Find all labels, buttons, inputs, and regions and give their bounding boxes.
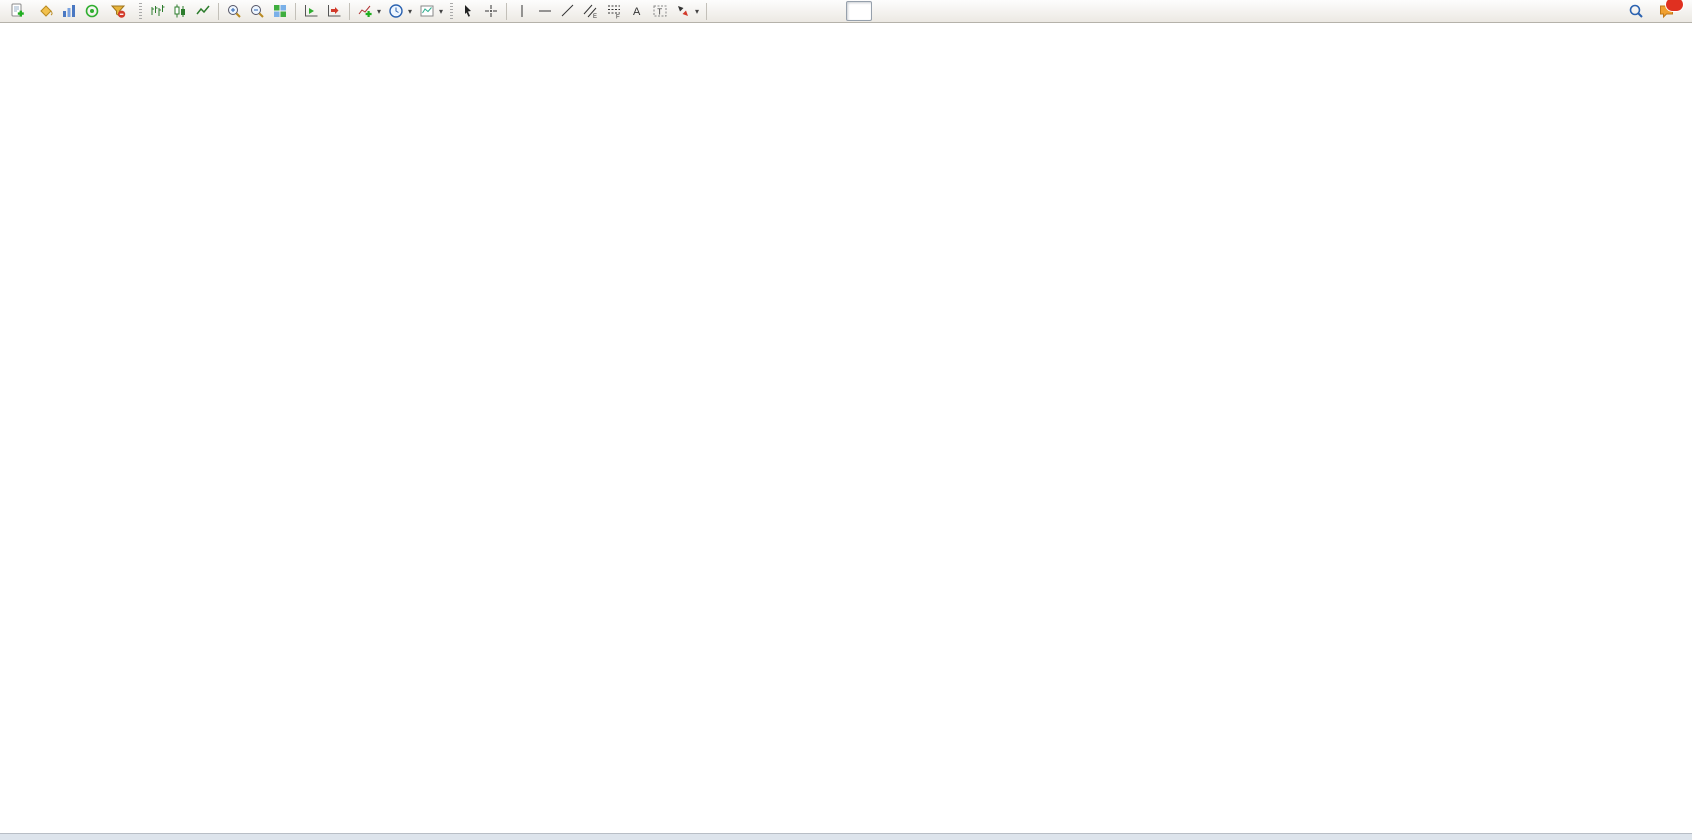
chart-window	[0, 23, 1692, 839]
svg-text:E: E	[593, 14, 597, 19]
timeframe-h1-button[interactable]	[819, 1, 845, 21]
cursor-icon	[465, 5, 472, 17]
zoom-out-icon	[251, 5, 264, 18]
notification-badge	[1665, 0, 1684, 12]
line-chart-icon	[196, 5, 210, 15]
candlestick-chart-button[interactable]	[169, 1, 191, 21]
search-button[interactable]	[1625, 1, 1647, 21]
main-toolbar: ▾ ▾ ▾ E F A T ▾	[0, 0, 1692, 23]
chart-shift-icon	[328, 5, 341, 17]
tile-windows-icon	[274, 5, 286, 17]
template-icon	[420, 5, 434, 17]
toolbar-separator	[506, 2, 508, 20]
svg-text:T: T	[657, 8, 662, 17]
timeframe-m1-button[interactable]	[711, 1, 737, 21]
chart-bars-icon	[63, 5, 75, 17]
bar-chart-button[interactable]	[146, 1, 168, 21]
horizontal-line-tool-button[interactable]	[534, 1, 556, 21]
chevron-down-icon: ▾	[439, 6, 444, 16]
zoom-in-icon	[228, 5, 241, 18]
toolbar-grip[interactable]	[450, 3, 454, 19]
signals-button[interactable]	[81, 1, 103, 21]
text-label-tool-button[interactable]: T	[649, 1, 671, 21]
fibonacci-icon: F	[608, 5, 621, 20]
toolbar-separator	[218, 2, 219, 20]
line-chart-button[interactable]	[192, 1, 214, 21]
zoom-out-button[interactable]	[246, 1, 268, 21]
status-strip	[0, 833, 1692, 840]
candlestick-icon	[174, 4, 185, 18]
equidistant-channel-icon: E	[583, 4, 597, 19]
add-indicator-icon	[358, 5, 372, 17]
timeframe-h4-button[interactable]	[846, 1, 873, 21]
toolbar-right-group	[1625, 0, 1692, 21]
text-label-icon: T	[653, 5, 667, 17]
auto-scroll-icon	[305, 5, 318, 17]
trendline-tool-button[interactable]	[557, 1, 579, 21]
fibonacci-tool-button[interactable]: F	[603, 1, 625, 21]
vertical-line-icon	[521, 5, 523, 17]
new-order-icon	[11, 3, 24, 17]
cursor-button[interactable]	[457, 1, 479, 21]
zoom-in-button[interactable]	[223, 1, 245, 21]
crosshair-button[interactable]	[480, 1, 502, 21]
chevron-down-icon: ▾	[408, 6, 413, 16]
channel-tool-button[interactable]: E	[580, 1, 602, 21]
periods-button[interactable]: ▾	[385, 1, 415, 21]
chevron-down-icon: ▾	[695, 6, 700, 16]
timeframe-mn-button[interactable]	[927, 1, 953, 21]
paint-bucket-icon	[40, 5, 53, 17]
chart-shift-button[interactable]	[323, 1, 345, 21]
svg-text:F: F	[616, 15, 620, 20]
toolbar-separator	[295, 2, 296, 20]
tile-windows-button[interactable]	[269, 1, 291, 21]
crosshair-icon	[485, 5, 498, 17]
text-tool-button[interactable]: A	[626, 1, 648, 21]
timeframe-m5-button[interactable]	[738, 1, 764, 21]
svg-text:A: A	[633, 6, 641, 18]
toolbar-grip[interactable]	[139, 3, 142, 19]
chevron-down-icon: ▾	[377, 6, 382, 16]
toolbar-separator	[349, 2, 350, 20]
toolbar-separator	[706, 2, 708, 20]
clock-icon	[389, 4, 403, 18]
search-icon	[1629, 4, 1643, 18]
bar-chart-icon	[151, 5, 165, 16]
auto-trading-icon	[110, 5, 126, 18]
timeframe-d1-button[interactable]	[873, 1, 899, 21]
horizontal-line-icon	[539, 10, 552, 12]
auto-scroll-button[interactable]	[300, 1, 322, 21]
notifications-button[interactable]	[1655, 0, 1684, 21]
vertical-line-tool-button[interactable]	[511, 1, 533, 21]
timeframe-w1-button[interactable]	[900, 1, 926, 21]
market-watch-button[interactable]	[58, 1, 80, 21]
timeframe-m30-button[interactable]	[792, 1, 818, 21]
new-order-button[interactable]	[3, 1, 34, 21]
timeframe-m15-button[interactable]	[765, 1, 791, 21]
arrows-tool-button[interactable]: ▾	[672, 1, 702, 21]
price-chart[interactable]	[0, 23, 1692, 839]
signal-icon	[85, 4, 99, 18]
indicators-button[interactable]: ▾	[354, 1, 384, 21]
trendline-icon	[561, 4, 574, 17]
templates-button[interactable]: ▾	[416, 1, 446, 21]
styler-button[interactable]	[35, 1, 57, 21]
arrows-icon	[678, 6, 689, 16]
text-icon: A	[633, 6, 641, 18]
auto-trading-button[interactable]	[104, 1, 135, 21]
